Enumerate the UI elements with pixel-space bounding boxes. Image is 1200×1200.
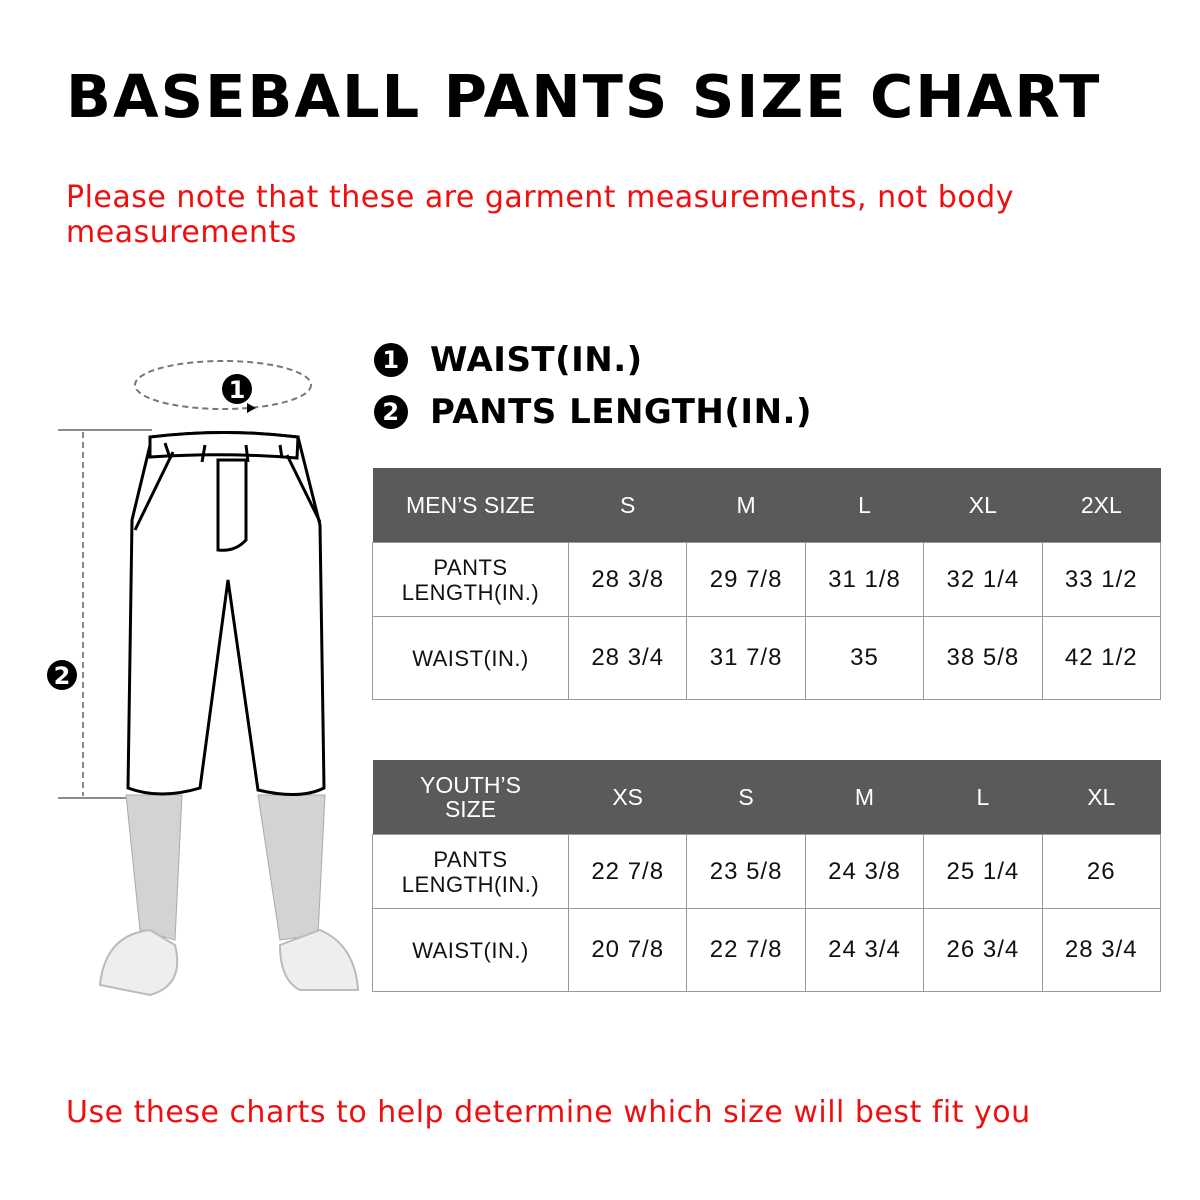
legend-label: PANTS LENGTH(IN.) <box>430 392 812 432</box>
table-cell: 32 1/4 <box>923 542 1043 617</box>
table-cell: 22 7/8 <box>567 834 688 909</box>
waist-dashed-ellipse <box>134 360 312 410</box>
garment-note: Please note that these are garment measu… <box>66 180 1014 250</box>
shoe-left <box>98 928 179 997</box>
table-header-row: MEN’S SIZE S M L XL 2XL <box>372 468 1161 543</box>
table-cell: 35 <box>804 616 925 700</box>
shoe-right <box>278 928 360 991</box>
table-cell: 25 1/4 <box>923 834 1043 909</box>
header-cell: M <box>686 468 806 543</box>
table-cell: 33 1/2 <box>1041 542 1162 617</box>
table-row: PANTS LENGTH(IN.) 22 7/8 23 5/8 24 3/8 2… <box>372 834 1162 909</box>
table-cell: 28 3/4 <box>567 616 688 700</box>
table-cell: 31 1/8 <box>804 542 925 617</box>
pants-illustration: 1 2 <box>47 360 360 997</box>
badge-2-number: 2 <box>54 662 71 690</box>
legend-waist: 1 WAIST(IN.) <box>374 340 643 380</box>
mens-size-table: MEN’S SIZE S M L XL 2XL PANTS LENGTH(IN.… <box>372 468 1162 700</box>
header-cell: XS <box>568 760 687 835</box>
row-label: PANTS LENGTH(IN.) <box>372 834 569 909</box>
badge-1-number: 1 <box>229 376 246 404</box>
legend-length: 2 PANTS LENGTH(IN.) <box>374 392 812 432</box>
row-label: PANTS LENGTH(IN.) <box>372 542 569 617</box>
table-cell: 22 7/8 <box>686 908 806 992</box>
table-cell: 26 <box>1041 834 1162 909</box>
header-cell: L <box>805 468 924 543</box>
badge-1-icon: 1 <box>374 343 408 377</box>
youth-size-table: YOUTH’S SIZE XS S M L XL PANTS LENGTH(IN… <box>372 760 1162 992</box>
header-cell: YOUTH’S SIZE <box>372 760 569 835</box>
table-cell: 31 7/8 <box>686 616 806 700</box>
table-cell: 28 3/8 <box>567 542 688 617</box>
header-cell: S <box>686 760 806 835</box>
row-label: WAIST(IN.) <box>372 908 569 992</box>
table-cell: 38 5/8 <box>923 616 1043 700</box>
table-header-row: YOUTH’S SIZE XS S M L XL <box>372 760 1161 835</box>
table-row: PANTS LENGTH(IN.) 28 3/8 29 7/8 31 1/8 3… <box>372 542 1162 617</box>
table-cell: 26 3/4 <box>923 908 1043 992</box>
page-title: BASEBALL PANTS SIZE CHART <box>66 62 1102 131</box>
header-cell: L <box>923 760 1043 835</box>
header-cell: XL <box>1042 760 1161 835</box>
table-row: WAIST(IN.) 28 3/4 31 7/8 35 38 5/8 42 1/… <box>372 616 1162 700</box>
badge-1-icon <box>222 374 252 404</box>
table-cell: 42 1/2 <box>1041 616 1162 700</box>
pants-drawing <box>126 431 326 797</box>
table-cell: 24 3/8 <box>804 834 925 909</box>
header-cell: M <box>805 760 924 835</box>
header-cell: 2XL <box>1042 468 1161 543</box>
arrow-icon <box>247 403 256 413</box>
table-cell: 20 7/8 <box>567 908 688 992</box>
badge-2-icon <box>47 660 77 690</box>
legend-label: WAIST(IN.) <box>430 340 643 380</box>
header-cell: S <box>568 468 687 543</box>
fit-note: Use these charts to help determine which… <box>66 1095 1031 1130</box>
table-cell: 29 7/8 <box>686 542 806 617</box>
table-row: WAIST(IN.) 20 7/8 22 7/8 24 3/4 26 3/4 2… <box>372 908 1162 992</box>
header-cell: XL <box>923 468 1043 543</box>
table-cell: 28 3/4 <box>1041 908 1162 992</box>
badge-2-icon: 2 <box>374 395 408 429</box>
header-cell: MEN’S SIZE <box>372 468 569 543</box>
table-cell: 24 3/4 <box>804 908 925 992</box>
table-cell: 23 5/8 <box>686 834 806 909</box>
row-label: WAIST(IN.) <box>372 616 569 700</box>
